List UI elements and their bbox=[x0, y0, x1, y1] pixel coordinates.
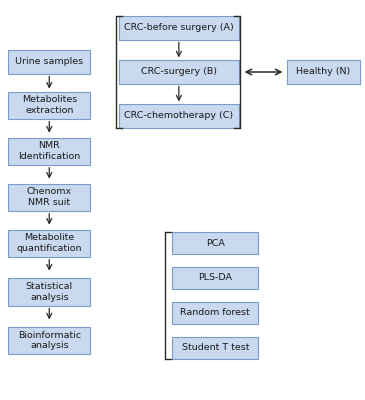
Text: CRC-before surgery (A): CRC-before surgery (A) bbox=[124, 24, 234, 32]
Text: PCA: PCA bbox=[206, 239, 225, 248]
FancyBboxPatch shape bbox=[172, 337, 258, 358]
Text: Urine samples: Urine samples bbox=[15, 58, 83, 66]
FancyBboxPatch shape bbox=[119, 104, 239, 128]
FancyBboxPatch shape bbox=[119, 60, 239, 84]
FancyBboxPatch shape bbox=[119, 16, 239, 40]
Text: CRC-chemotherapy (C): CRC-chemotherapy (C) bbox=[124, 112, 233, 120]
FancyBboxPatch shape bbox=[8, 327, 91, 354]
Text: PLS-DA: PLS-DA bbox=[198, 274, 233, 282]
Text: Bioinformatic
analysis: Bioinformatic analysis bbox=[18, 331, 81, 350]
FancyBboxPatch shape bbox=[8, 138, 91, 165]
Text: Metabolites
extraction: Metabolites extraction bbox=[22, 96, 77, 115]
FancyBboxPatch shape bbox=[8, 92, 91, 119]
FancyBboxPatch shape bbox=[8, 230, 91, 257]
Text: Student T test: Student T test bbox=[182, 343, 249, 352]
Text: Healthy (N): Healthy (N) bbox=[296, 68, 350, 76]
FancyBboxPatch shape bbox=[287, 60, 360, 84]
Text: Statistical
analysis: Statistical analysis bbox=[26, 282, 73, 302]
Text: NMR
Identification: NMR Identification bbox=[18, 142, 80, 161]
FancyBboxPatch shape bbox=[8, 184, 91, 211]
Text: CRC-surgery (B): CRC-surgery (B) bbox=[141, 68, 217, 76]
FancyBboxPatch shape bbox=[8, 278, 91, 306]
Text: Metabolite
quantification: Metabolite quantification bbox=[16, 234, 82, 253]
FancyBboxPatch shape bbox=[172, 302, 258, 324]
FancyBboxPatch shape bbox=[172, 267, 258, 289]
FancyBboxPatch shape bbox=[8, 50, 91, 74]
FancyBboxPatch shape bbox=[172, 232, 258, 254]
Text: Random forest: Random forest bbox=[180, 308, 250, 317]
Text: Chenomx
NMR suit: Chenomx NMR suit bbox=[27, 188, 72, 207]
